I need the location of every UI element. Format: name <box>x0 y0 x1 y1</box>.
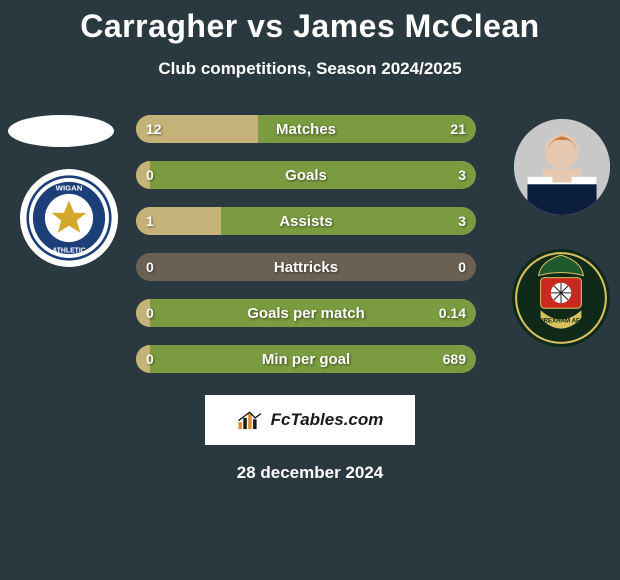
stat-row: 0Min per goal689 <box>136 345 476 373</box>
date-text: 28 december 2024 <box>0 463 620 483</box>
stat-row: 12Matches21 <box>136 115 476 143</box>
svg-text:ATHLETIC: ATHLETIC <box>52 247 86 254</box>
wigan-badge-icon: WIGAN ATHLETIC <box>26 175 112 261</box>
stat-value-right: 3 <box>458 161 466 189</box>
stat-bar-right <box>136 299 476 327</box>
stat-row: 0Goals per match0.14 <box>136 299 476 327</box>
svg-text:WREXHAM AFC: WREXHAM AFC <box>538 317 585 324</box>
page-title: Carragher vs James McClean <box>0 0 620 45</box>
svg-text:WIGAN: WIGAN <box>56 183 83 192</box>
stat-value-right: 3 <box>458 207 466 235</box>
stat-value-right: 0.14 <box>439 299 466 327</box>
source-banner: FcTables.com <box>205 395 415 445</box>
stat-value-right: 689 <box>443 345 466 373</box>
stat-bars: 12Matches21 0Goals3 1Assists3 0Hattricks0 0G… <box>136 115 476 391</box>
player-left-club-badge: WIGAN ATHLETIC <box>20 169 118 267</box>
player-photo-icon <box>514 119 610 215</box>
wrexham-badge-icon: WREXHAM AFC <box>510 247 612 349</box>
stat-bar-right <box>136 253 476 281</box>
stat-value-left: 0 <box>146 253 154 281</box>
banner-text: FcTables.com <box>271 410 384 430</box>
stat-row: 1Assists3 <box>136 207 476 235</box>
stat-row: 0Goals3 <box>136 161 476 189</box>
stat-row: 0Hattricks0 <box>136 253 476 281</box>
stat-bar-right <box>136 345 476 373</box>
player-right-avatar <box>514 119 610 215</box>
player-right-club-badge: WREXHAM AFC <box>510 247 612 349</box>
stat-value-right: 21 <box>450 115 466 143</box>
stat-value-right: 0 <box>458 253 466 281</box>
stat-bar-right <box>136 161 476 189</box>
comparison-content: WIGAN ATHLETIC WREXHAM AFC 12Matches21 0G… <box>0 109 620 389</box>
stat-value-left: 0 <box>146 345 154 373</box>
stat-value-left: 0 <box>146 299 154 327</box>
stat-value-left: 1 <box>146 207 154 235</box>
stat-value-left: 12 <box>146 115 162 143</box>
player-left-avatar <box>8 115 114 147</box>
stat-value-left: 0 <box>146 161 154 189</box>
fctables-logo-icon <box>237 409 265 431</box>
subtitle: Club competitions, Season 2024/2025 <box>0 59 620 79</box>
